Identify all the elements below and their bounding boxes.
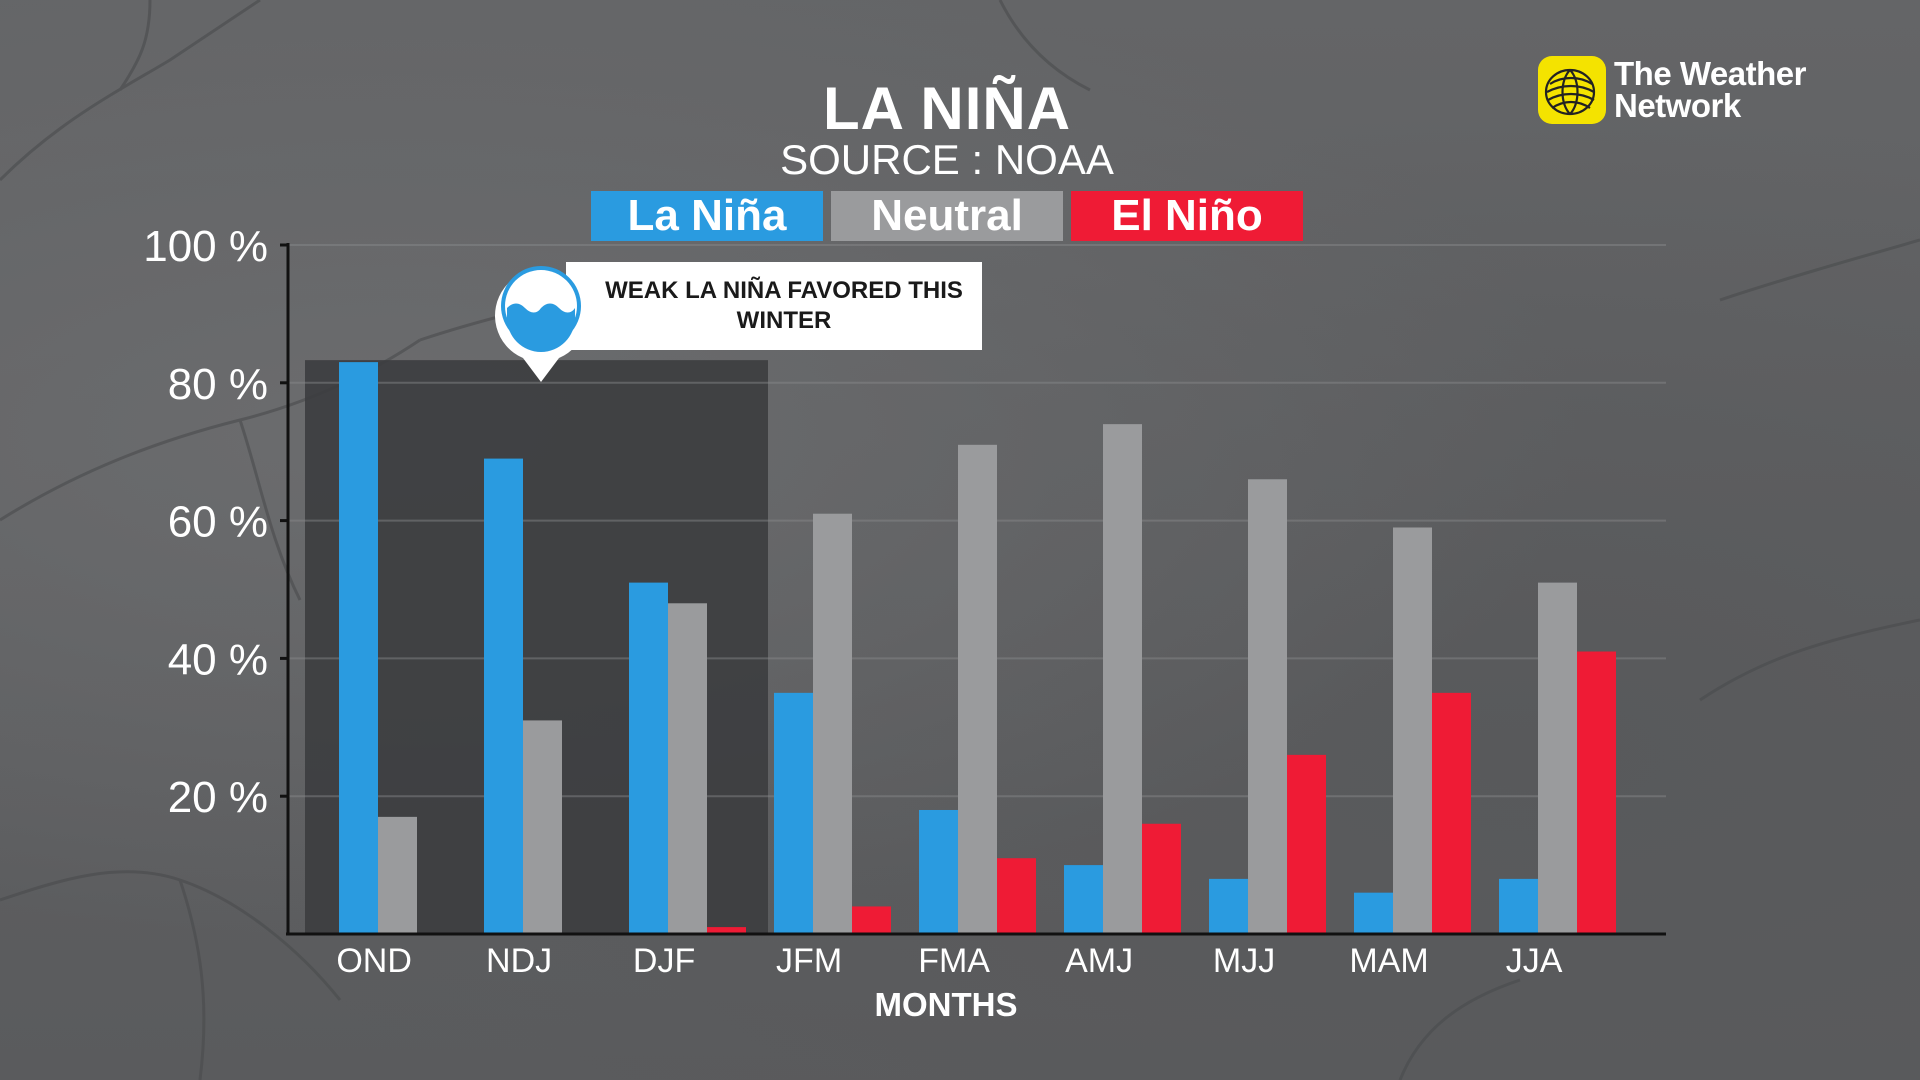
- y-tick-label: 60 %: [168, 498, 268, 547]
- bar-la-ni-a-amj: [1064, 865, 1103, 934]
- annotation-text: WEAK LA NIÑA FAVORED THIS WINTER: [605, 277, 963, 334]
- bar-la-ni-a-mjj: [1209, 878, 1248, 934]
- bar-la-ni-a-fma: [919, 809, 958, 934]
- bar-neutral-ond: [378, 816, 417, 934]
- bar-neutral-fma: [958, 444, 997, 934]
- y-tick-label: 80 %: [168, 360, 268, 409]
- bar-el-ni-o-amj: [1142, 823, 1181, 934]
- bar-neutral-djf: [668, 603, 707, 934]
- globe-icon: [1538, 56, 1606, 124]
- bar-el-ni-o-fma: [997, 858, 1036, 934]
- bar-neutral-mjj: [1248, 479, 1287, 934]
- x-tick-label: FMA: [918, 942, 990, 980]
- legend: La Niña Neutral El Niño: [591, 191, 1303, 241]
- legend-la-nina: La Niña: [591, 191, 823, 241]
- bar-el-ni-o-mjj: [1287, 754, 1326, 934]
- bar-la-ni-a-mam: [1354, 892, 1393, 934]
- bar-la-ni-a-ond: [339, 362, 378, 934]
- x-tick-label: OND: [336, 942, 412, 980]
- bar-el-ni-o-mam: [1432, 692, 1471, 934]
- bar-el-ni-o-jja: [1577, 651, 1616, 934]
- x-tick-label: AMJ: [1065, 942, 1133, 980]
- x-tick-label: JFM: [776, 942, 842, 980]
- legend-neutral: Neutral: [831, 191, 1063, 241]
- bar-neutral-jja: [1538, 582, 1577, 934]
- x-tick-label: JJA: [1506, 942, 1563, 980]
- brand-logo: The Weather Network: [1538, 56, 1806, 124]
- water-wave-icon: [495, 266, 587, 382]
- bar-el-ni-o-djf: [707, 927, 746, 934]
- bar-la-ni-a-ndj: [484, 458, 523, 934]
- logo-line2: Network: [1614, 87, 1741, 124]
- legend-el-nino: El Niño: [1071, 191, 1303, 241]
- bar-la-ni-a-djf: [629, 582, 668, 934]
- chart-title: LA NIÑA: [822, 75, 1072, 142]
- bar-neutral-amj: [1103, 424, 1142, 934]
- x-tick-label: DJF: [633, 942, 695, 980]
- logo-line1: The Weather: [1614, 55, 1806, 92]
- y-tick-label: 40 %: [168, 635, 268, 684]
- x-tick-label: MAM: [1349, 942, 1428, 980]
- x-tick-label: MJJ: [1213, 942, 1275, 980]
- x-axis-title: MONTHS: [875, 986, 1018, 1023]
- bar-el-ni-o-jfm: [852, 906, 891, 934]
- bar-la-ni-a-jfm: [774, 692, 813, 934]
- y-tick-label: 20 %: [168, 773, 268, 822]
- bar-la-ni-a-jja: [1499, 878, 1538, 934]
- x-tick-label: NDJ: [486, 942, 552, 980]
- annotation-callout: WEAK LA NIÑA FAVORED THIS WINTER: [566, 262, 982, 350]
- y-tick-label: 100 %: [143, 222, 268, 271]
- bar-neutral-jfm: [813, 513, 852, 934]
- bar-neutral-ndj: [523, 720, 562, 934]
- bar-neutral-mam: [1393, 527, 1432, 934]
- chart-subtitle: SOURCE : NOAA: [780, 136, 1114, 183]
